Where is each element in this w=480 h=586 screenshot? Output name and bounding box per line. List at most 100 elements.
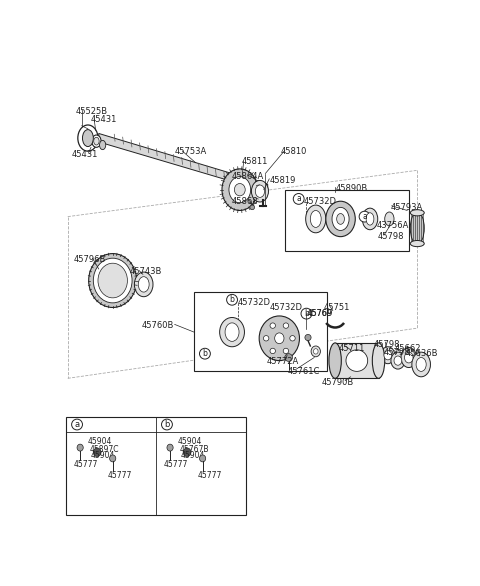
Ellipse shape bbox=[255, 185, 264, 197]
Text: 45767B: 45767B bbox=[180, 445, 209, 454]
Ellipse shape bbox=[311, 346, 321, 357]
Ellipse shape bbox=[332, 207, 349, 230]
Text: 45897C: 45897C bbox=[89, 445, 119, 454]
Ellipse shape bbox=[394, 356, 402, 365]
Circle shape bbox=[200, 348, 210, 359]
Circle shape bbox=[283, 348, 288, 353]
Circle shape bbox=[359, 211, 370, 222]
Text: 45904: 45904 bbox=[178, 437, 202, 446]
Ellipse shape bbox=[229, 176, 251, 203]
Text: a: a bbox=[296, 195, 301, 203]
Ellipse shape bbox=[94, 137, 99, 145]
Ellipse shape bbox=[412, 352, 431, 377]
Ellipse shape bbox=[259, 316, 300, 360]
Ellipse shape bbox=[89, 254, 137, 308]
Ellipse shape bbox=[252, 180, 268, 202]
Text: 45796B: 45796B bbox=[73, 255, 106, 264]
Text: 45662: 45662 bbox=[395, 343, 421, 353]
Text: 45732D: 45732D bbox=[270, 303, 303, 312]
Polygon shape bbox=[99, 134, 268, 192]
Text: 45810: 45810 bbox=[281, 147, 307, 156]
Text: 45904: 45904 bbox=[181, 451, 205, 459]
Circle shape bbox=[250, 205, 254, 210]
Ellipse shape bbox=[329, 343, 341, 379]
Ellipse shape bbox=[405, 352, 413, 363]
Text: 45904: 45904 bbox=[91, 451, 115, 459]
Text: 45431: 45431 bbox=[72, 149, 98, 159]
Ellipse shape bbox=[109, 455, 116, 462]
Ellipse shape bbox=[83, 130, 93, 146]
Ellipse shape bbox=[366, 213, 374, 225]
Circle shape bbox=[72, 419, 83, 430]
Text: 45777: 45777 bbox=[107, 471, 132, 480]
Text: 45777: 45777 bbox=[74, 460, 98, 469]
Text: 45798: 45798 bbox=[374, 340, 400, 349]
Ellipse shape bbox=[222, 169, 258, 210]
Bar bbox=[66, 417, 246, 515]
Text: 45761C: 45761C bbox=[288, 367, 320, 376]
Text: 45777: 45777 bbox=[197, 471, 222, 480]
Circle shape bbox=[270, 348, 276, 353]
Bar bbox=[285, 190, 409, 251]
Ellipse shape bbox=[77, 444, 83, 451]
Text: b: b bbox=[304, 309, 309, 318]
Ellipse shape bbox=[93, 258, 132, 303]
Circle shape bbox=[305, 335, 311, 340]
Text: 45753A: 45753A bbox=[175, 147, 207, 156]
Text: 45431: 45431 bbox=[91, 115, 118, 124]
Ellipse shape bbox=[134, 272, 153, 297]
Text: 45868: 45868 bbox=[232, 197, 259, 206]
Text: 45904: 45904 bbox=[88, 437, 112, 446]
Text: 45751: 45751 bbox=[324, 303, 350, 312]
Ellipse shape bbox=[92, 135, 101, 147]
Circle shape bbox=[162, 419, 172, 430]
Circle shape bbox=[285, 354, 292, 362]
Circle shape bbox=[293, 193, 304, 205]
Circle shape bbox=[283, 323, 288, 328]
Text: 45864A: 45864A bbox=[232, 172, 264, 181]
Ellipse shape bbox=[385, 212, 394, 226]
Text: 45793A: 45793A bbox=[390, 203, 422, 212]
Text: 45811: 45811 bbox=[242, 157, 268, 166]
Ellipse shape bbox=[372, 343, 385, 379]
Ellipse shape bbox=[410, 240, 424, 247]
Ellipse shape bbox=[99, 141, 106, 149]
Ellipse shape bbox=[98, 263, 127, 298]
Ellipse shape bbox=[362, 208, 378, 230]
Ellipse shape bbox=[313, 349, 318, 354]
Text: 45772A: 45772A bbox=[267, 357, 299, 366]
Ellipse shape bbox=[416, 357, 426, 372]
Text: 45732D: 45732D bbox=[304, 197, 337, 206]
Ellipse shape bbox=[326, 201, 355, 237]
Text: 45743B: 45743B bbox=[130, 267, 162, 277]
Text: 45769: 45769 bbox=[308, 309, 332, 318]
Text: 45790B: 45790B bbox=[322, 379, 354, 387]
Ellipse shape bbox=[410, 210, 424, 216]
Circle shape bbox=[264, 336, 269, 341]
Ellipse shape bbox=[167, 444, 173, 451]
Ellipse shape bbox=[225, 323, 239, 342]
Text: a: a bbox=[362, 212, 367, 221]
Text: a: a bbox=[74, 420, 80, 429]
Text: 45760B: 45760B bbox=[142, 321, 174, 329]
Text: 43756A: 43756A bbox=[376, 222, 408, 230]
Circle shape bbox=[270, 323, 276, 328]
Circle shape bbox=[290, 336, 295, 341]
Circle shape bbox=[301, 308, 312, 319]
Text: 45525B: 45525B bbox=[75, 107, 108, 116]
Ellipse shape bbox=[138, 277, 149, 292]
Text: 45769: 45769 bbox=[306, 309, 333, 318]
Text: 45890B: 45890B bbox=[335, 184, 367, 193]
Text: 45777: 45777 bbox=[164, 460, 188, 469]
Ellipse shape bbox=[391, 352, 405, 369]
Ellipse shape bbox=[311, 210, 321, 227]
Bar bbox=[335, 343, 379, 379]
Text: 45732D: 45732D bbox=[238, 298, 270, 307]
Text: b: b bbox=[229, 295, 235, 304]
Ellipse shape bbox=[234, 183, 245, 196]
Text: 45636B: 45636B bbox=[406, 349, 438, 358]
Text: b: b bbox=[164, 420, 169, 429]
Ellipse shape bbox=[401, 347, 417, 367]
Text: 45819: 45819 bbox=[269, 176, 296, 185]
Ellipse shape bbox=[346, 350, 368, 372]
